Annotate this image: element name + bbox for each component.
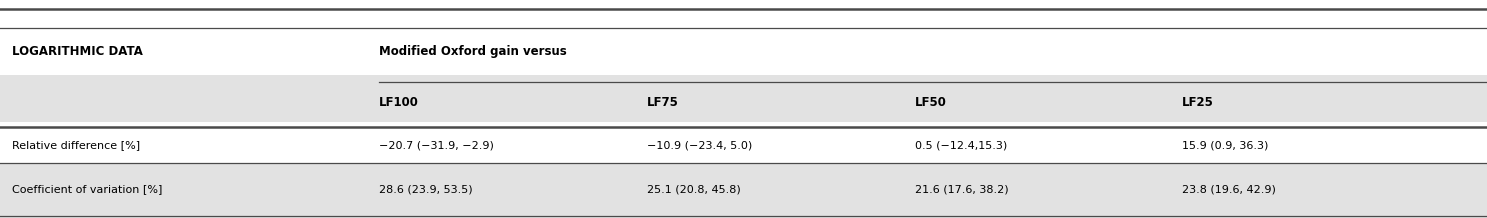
Text: Coefficient of variation [%]: Coefficient of variation [%] [12,184,162,194]
Text: LF100: LF100 [379,95,419,109]
Text: Modified Oxford gain versus: Modified Oxford gain versus [379,45,567,58]
Text: LOGARITHMIC DATA: LOGARITHMIC DATA [12,45,143,58]
Bar [0,163,1487,218]
Text: Relative difference [%]: Relative difference [%] [12,140,140,150]
Text: 23.8 (19.6, 42.9): 23.8 (19.6, 42.9) [1182,184,1276,194]
Text: LF25: LF25 [1182,95,1213,109]
Text: 0.5 (−12.4,15.3): 0.5 (−12.4,15.3) [915,140,1007,150]
Text: −10.9 (−23.4, 5.0): −10.9 (−23.4, 5.0) [647,140,752,150]
Text: −20.7 (−31.9, −2.9): −20.7 (−31.9, −2.9) [379,140,494,150]
Text: 25.1 (20.8, 45.8): 25.1 (20.8, 45.8) [647,184,741,194]
Text: LF75: LF75 [647,95,678,109]
Bar [0,75,1487,122]
Text: LF50: LF50 [915,95,946,109]
Text: 15.9 (0.9, 36.3): 15.9 (0.9, 36.3) [1182,140,1268,150]
Text: 28.6 (23.9, 53.5): 28.6 (23.9, 53.5) [379,184,473,194]
Text: 21.6 (17.6, 38.2): 21.6 (17.6, 38.2) [915,184,1008,194]
